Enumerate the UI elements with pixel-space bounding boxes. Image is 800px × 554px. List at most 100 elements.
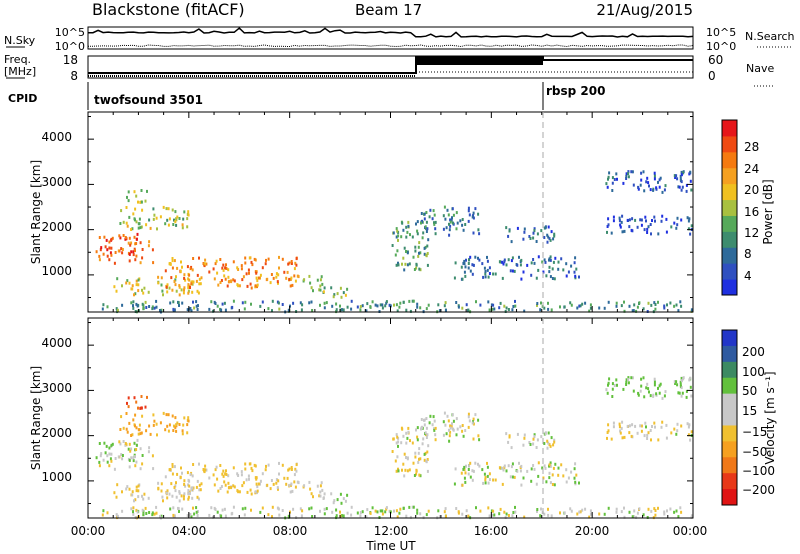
- power-cell: [443, 205, 446, 209]
- velocity-cell: [681, 391, 684, 395]
- velocity-cell: [443, 411, 446, 415]
- power-cell: [673, 304, 676, 308]
- power-cell: [179, 269, 182, 273]
- power-cell: [407, 220, 410, 224]
- power-cell: [388, 303, 391, 307]
- power-cell: [203, 264, 206, 268]
- velocity-cell: [131, 493, 134, 497]
- velocity-cell: [560, 463, 563, 467]
- power-cell: [145, 306, 148, 309]
- velocity-cell: [565, 480, 568, 484]
- velocity-cell: [650, 509, 653, 513]
- velocity-cell: [546, 439, 549, 443]
- power-cell: [177, 301, 180, 305]
- velocity-cell: [132, 459, 135, 463]
- power-cell: [290, 262, 293, 265]
- power-cell: [98, 258, 101, 262]
- power-cell: [271, 299, 274, 303]
- velocity-cell: [186, 423, 189, 427]
- velocity-cell: [488, 472, 491, 476]
- velocity-cell: [484, 481, 487, 485]
- velocity-cell: [636, 511, 639, 515]
- power-cell: [230, 280, 233, 284]
- power-cell: [250, 260, 253, 264]
- power-cell: [130, 241, 133, 245]
- velocity-cell: [405, 431, 408, 435]
- power-cell: [121, 248, 124, 251]
- velocity-cell: [396, 515, 399, 519]
- power-cell: [332, 295, 335, 299]
- power-cell: [250, 286, 253, 290]
- power-cell: [406, 263, 409, 267]
- power-cell: [465, 258, 467, 262]
- power-cell: [335, 308, 338, 312]
- power-cb-tick-12: 12: [744, 226, 759, 240]
- power-cell: [111, 236, 114, 240]
- velocity-cell: [121, 457, 124, 461]
- velocity-cell: [532, 442, 535, 446]
- velocity-cell: [190, 488, 193, 492]
- power-cell: [400, 235, 403, 239]
- power-cell: [164, 269, 167, 273]
- velocity-cell: [475, 506, 477, 510]
- velocity-cell: [181, 432, 184, 436]
- power-cell: [339, 286, 342, 290]
- velocity-cell: [665, 423, 668, 427]
- velocity-cell: [181, 429, 184, 433]
- power-cell: [267, 307, 270, 311]
- velocity-cell: [565, 468, 568, 472]
- velocity-cell: [162, 499, 164, 503]
- power-cell: [248, 271, 250, 275]
- power-cell: [213, 277, 216, 281]
- power-cell: [607, 223, 610, 227]
- velocity-cell: [167, 429, 170, 433]
- velocity-cell: [417, 460, 420, 464]
- power-cell: [690, 224, 693, 228]
- velocity-cell: [642, 376, 645, 380]
- power-cell: [141, 248, 144, 251]
- velocity-cell: [630, 376, 633, 380]
- x-axis: 00:00 04:00 08:00 12:00 16:00 20:00 00:0…: [71, 112, 707, 553]
- power-cell: [222, 263, 225, 267]
- power-ytick-2000: 2000: [41, 220, 72, 234]
- power-cell: [319, 278, 322, 282]
- power-cell: [546, 233, 549, 237]
- power-cb-tick-24: 24: [744, 162, 759, 176]
- power-cell: [295, 263, 298, 267]
- velocity-cell: [189, 473, 192, 477]
- velocity-cell: [425, 460, 428, 464]
- power-cell: [522, 237, 525, 241]
- power-cell: [689, 170, 692, 174]
- velocity-cell: [148, 424, 151, 428]
- velocity-cell: [173, 486, 176, 489]
- velocity-cell: [168, 423, 171, 427]
- velocity-cell: [663, 394, 666, 398]
- velocity-cell: [135, 426, 138, 430]
- power-cell: [275, 275, 278, 279]
- power-cell: [171, 288, 174, 292]
- velocity-cell: [472, 469, 475, 473]
- velocity-cell: [225, 473, 228, 476]
- noise-right-label: N.Search: [745, 30, 795, 43]
- velocity-cell: [105, 444, 108, 448]
- velocity-cell: [294, 467, 297, 471]
- velocity-cell: [316, 484, 319, 488]
- power-cell: [631, 309, 634, 313]
- velocity-cell: [464, 480, 467, 484]
- power-cell: [393, 303, 395, 307]
- noise-left-label: N.Sky: [4, 34, 36, 47]
- velocity-cell: [405, 456, 407, 459]
- velocity-cell: [162, 411, 165, 415]
- velocity-cell: [502, 468, 505, 472]
- power-cell: [293, 274, 296, 278]
- velocity-cell: [99, 454, 102, 458]
- power-cell: [181, 226, 184, 230]
- power-cell: [633, 303, 636, 307]
- power-cell: [183, 286, 186, 290]
- velocity-cell: [148, 511, 151, 514]
- power-cell: [487, 275, 490, 279]
- velocity-cell: [197, 497, 200, 501]
- power-cell: [677, 309, 680, 313]
- power-cell: [448, 233, 451, 237]
- power-cell: [175, 223, 178, 227]
